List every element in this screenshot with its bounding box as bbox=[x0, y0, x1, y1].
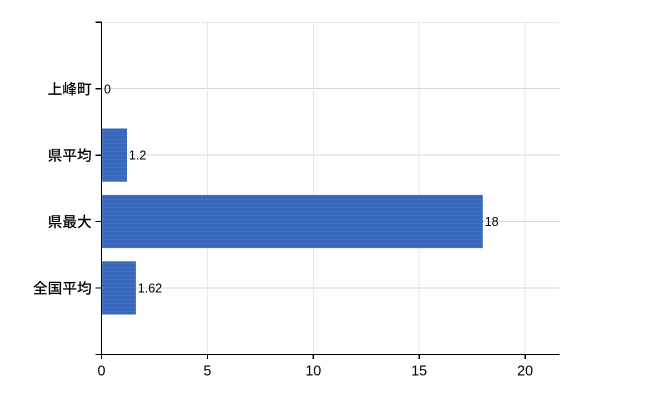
svg-text:5: 5 bbox=[203, 363, 211, 379]
svg-text:15: 15 bbox=[411, 363, 427, 379]
svg-text:1.62: 1.62 bbox=[138, 282, 162, 296]
svg-text:1.2: 1.2 bbox=[129, 149, 146, 163]
svg-text:18: 18 bbox=[485, 215, 499, 229]
svg-text:0: 0 bbox=[104, 82, 111, 96]
svg-text:10: 10 bbox=[305, 363, 321, 379]
svg-text:0: 0 bbox=[98, 363, 106, 379]
svg-text:20: 20 bbox=[517, 363, 533, 379]
